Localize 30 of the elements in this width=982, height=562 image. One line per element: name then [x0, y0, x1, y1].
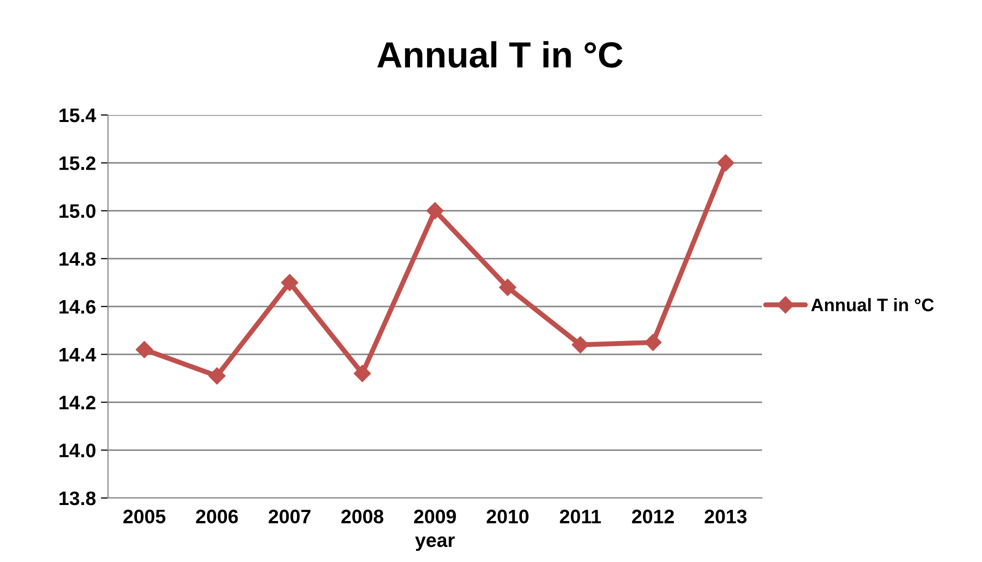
- point: [499, 278, 516, 296]
- y-tick-label: 15.4: [60, 108, 96, 122]
- point: [426, 202, 444, 220]
- y-tick-label: 13.8: [60, 491, 96, 506]
- x-tick-label: 2007: [268, 510, 310, 524]
- legend-label: Annual T in °C: [811, 298, 934, 312]
- point: [644, 334, 662, 351]
- x-tick-label: 2011: [560, 510, 601, 524]
- chart-title: Annual T in °C: [377, 41, 623, 68]
- x-tick-label: 2006: [196, 510, 238, 524]
- point: [281, 274, 298, 292]
- point: [572, 336, 589, 354]
- y-tick-label: 14.0: [60, 444, 96, 458]
- x-tick-label: 2010: [486, 510, 528, 524]
- y-tick-label: 14.8: [60, 252, 96, 266]
- y-tick-label: 14.2: [60, 396, 96, 410]
- y-tick-label: 14.6: [60, 300, 96, 314]
- x-tick-label: 2013: [704, 510, 747, 524]
- point: [208, 367, 226, 384]
- x-axis-title: year: [415, 536, 455, 551]
- x-tick-label: 2008: [341, 510, 384, 524]
- y-tick-label: 15.2: [60, 156, 96, 170]
- x-tick-label: 2005: [123, 510, 166, 524]
- x-tick-label: 2012: [632, 510, 674, 524]
- x-tick-label: 2009: [414, 510, 456, 524]
- point: [136, 341, 153, 358]
- y-tick-label: 14.4: [60, 348, 96, 362]
- point: [354, 364, 371, 382]
- y-tick-label: 15.0: [60, 204, 96, 218]
- point: [717, 154, 734, 172]
